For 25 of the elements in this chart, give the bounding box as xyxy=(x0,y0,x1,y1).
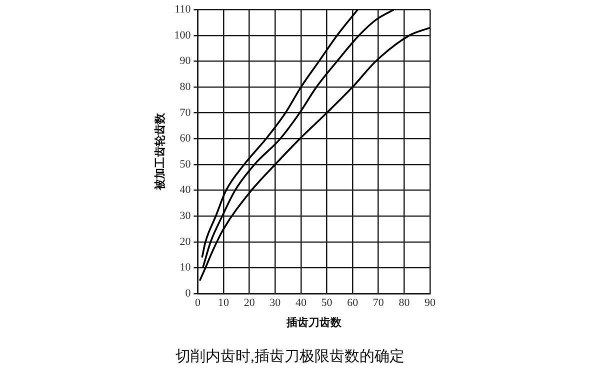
text: 切削内齿时,插齿刀极限齿数的确定 xyxy=(176,348,404,365)
y-tick-label: 90 xyxy=(180,55,192,68)
y-tick-label: 60 xyxy=(180,132,192,145)
x-tick-label: 0 xyxy=(194,297,201,310)
x-tick-label: 60 xyxy=(347,297,359,310)
y-tick-label: 80 xyxy=(180,80,192,93)
y-tick-label: 20 xyxy=(180,236,192,248)
y-tick-label: 70 xyxy=(180,106,192,119)
y-tick-label: 100 xyxy=(174,29,192,42)
y-tick-label: 50 xyxy=(180,158,192,170)
x-tick-label: 10 xyxy=(218,297,230,310)
x-tick-label: 70 xyxy=(372,297,384,310)
y-tick-label: 40 xyxy=(180,184,192,196)
x-tick-label: 90 xyxy=(424,297,436,310)
x-tick-label: 50 xyxy=(321,297,333,310)
y-tick-label: 0 xyxy=(185,287,192,300)
x-tick-label: 80 xyxy=(398,297,410,310)
x-tick-label: 30 xyxy=(270,297,282,310)
y-axis-title: 被加工齿轮齿数 xyxy=(153,112,166,192)
x-tick-label: 20 xyxy=(244,297,256,310)
x-tick-label: 40 xyxy=(295,297,307,310)
y-tick-label: 110 xyxy=(174,3,192,16)
x-axis-title: 插齿刀齿数 xyxy=(285,316,342,330)
y-tick-label: 30 xyxy=(180,210,192,222)
y-tick-label: 10 xyxy=(180,262,192,274)
